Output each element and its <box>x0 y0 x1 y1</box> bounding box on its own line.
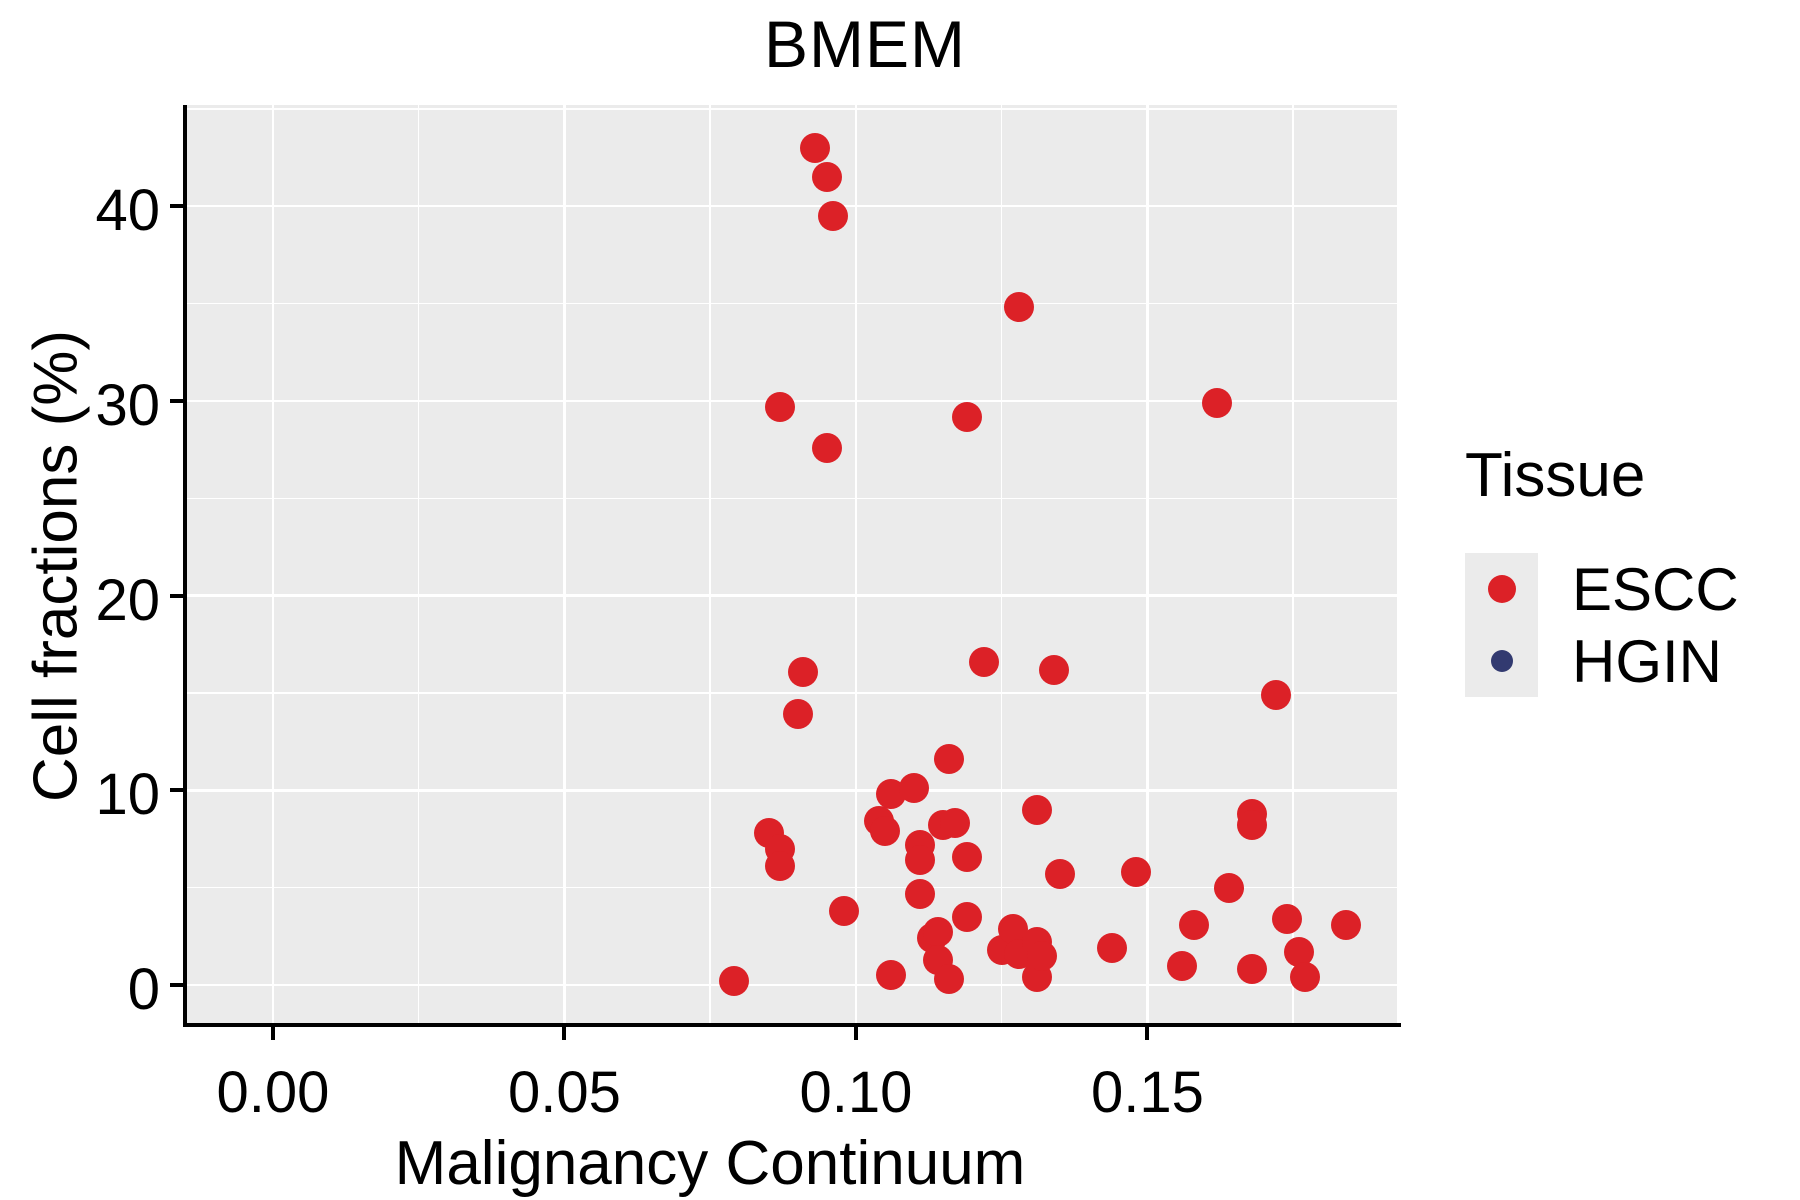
legend-dot-escc <box>1487 575 1516 603</box>
data-point-escc <box>899 773 930 804</box>
legend-item-escc: ESCC <box>1465 553 1739 625</box>
x-tick-label: 0.15 <box>1090 1060 1204 1125</box>
y-axis-line <box>183 105 187 1027</box>
data-point-escc <box>1021 794 1052 825</box>
data-point-escc <box>1097 933 1128 964</box>
y-axis-title: Cell fractions (%) <box>21 330 91 802</box>
data-point-escc <box>905 878 936 909</box>
legend: Tissue ESCC HGIN <box>1465 440 1739 697</box>
y-tick-label: 0 <box>127 957 160 1023</box>
x-minor-gridline <box>1000 105 1003 1023</box>
plot-title: BMEM <box>764 7 966 81</box>
y-tick-label: 20 <box>95 567 160 633</box>
y-major-gridline <box>187 983 1397 987</box>
data-point-escc <box>1167 950 1198 981</box>
data-point-escc <box>922 917 953 948</box>
data-point-escc <box>905 845 936 876</box>
data-point-escc <box>817 200 848 231</box>
data-point-escc <box>829 896 860 927</box>
data-point-escc <box>870 816 901 847</box>
data-point-escc <box>875 960 906 991</box>
data-point-escc <box>951 841 982 872</box>
legend-dot-hgin <box>1490 650 1513 672</box>
data-point-escc <box>765 851 796 882</box>
x-tick-label: 0.05 <box>508 1060 621 1125</box>
data-point-escc <box>1289 962 1320 993</box>
data-point-escc <box>934 744 965 775</box>
y-tick-label: 10 <box>95 762 160 828</box>
data-point-escc <box>951 401 982 432</box>
data-point-escc <box>1237 810 1268 841</box>
data-point-escc <box>811 432 842 463</box>
x-minor-gridline <box>417 105 420 1023</box>
x-major-gridline <box>854 105 858 1023</box>
y-major-gridline <box>187 204 1397 208</box>
x-axis-tick <box>562 1027 567 1040</box>
data-point-escc <box>1284 936 1314 967</box>
y-major-gridline <box>187 789 1397 792</box>
data-point-escc <box>782 699 813 730</box>
legend-item-hgin: HGIN <box>1465 625 1739 697</box>
data-point-escc <box>765 391 796 422</box>
x-axis-line <box>183 1023 1401 1027</box>
x-axis-tick <box>1145 1027 1150 1040</box>
data-point-escc <box>811 162 842 193</box>
x-axis-tick <box>270 1027 275 1040</box>
y-minor-gridline <box>187 302 1397 305</box>
data-point-escc <box>940 808 971 839</box>
x-minor-gridline <box>1292 105 1294 1023</box>
data-point-escc <box>1039 654 1070 685</box>
legend-label: ESCC <box>1572 555 1739 623</box>
data-point-escc <box>951 901 982 932</box>
x-major-gridline <box>271 105 275 1023</box>
data-point-escc <box>1044 859 1075 890</box>
y-minor-gridline <box>187 692 1397 694</box>
legend-key <box>1465 553 1538 625</box>
data-point-escc <box>1027 940 1058 971</box>
data-point-escc <box>1179 909 1210 940</box>
data-point-escc <box>1272 903 1303 934</box>
data-point-escc <box>1237 954 1268 985</box>
x-axis-title: Malignancy Continuum <box>394 1129 1026 1198</box>
y-axis-tick <box>170 788 183 793</box>
legend-title: Tissue <box>1465 441 1646 510</box>
data-point-escc <box>718 966 749 997</box>
y-tick-label: 40 <box>95 178 160 244</box>
y-axis-tick <box>170 983 183 988</box>
data-point-escc <box>788 656 819 687</box>
y-major-gridline <box>187 594 1397 597</box>
plot-panel <box>187 105 1397 1023</box>
data-point-escc <box>1330 909 1361 940</box>
data-point-escc <box>1120 857 1151 888</box>
legend-label: HGIN <box>1572 627 1722 695</box>
x-tick-label: 0.10 <box>799 1060 913 1125</box>
y-axis-tick <box>170 204 183 209</box>
data-point-escc <box>934 964 965 995</box>
data-point-escc <box>969 646 1000 677</box>
data-point-escc <box>1214 872 1245 903</box>
legend-key <box>1465 625 1538 697</box>
data-point-escc <box>1004 292 1035 323</box>
y-axis-tick <box>170 593 183 598</box>
y-minor-gridline <box>187 108 1397 110</box>
y-axis-tick <box>170 398 183 403</box>
x-axis-tick <box>853 1027 858 1040</box>
x-major-gridline <box>563 105 566 1023</box>
data-point-escc <box>800 132 831 163</box>
y-minor-gridline <box>187 497 1397 500</box>
x-major-gridline <box>1146 105 1149 1023</box>
x-minor-gridline <box>709 105 711 1023</box>
data-point-escc <box>1202 387 1233 418</box>
y-tick-label: 30 <box>95 372 160 438</box>
y-minor-gridline <box>187 886 1397 889</box>
data-point-escc <box>1260 679 1291 710</box>
x-tick-label: 0.00 <box>216 1060 330 1125</box>
